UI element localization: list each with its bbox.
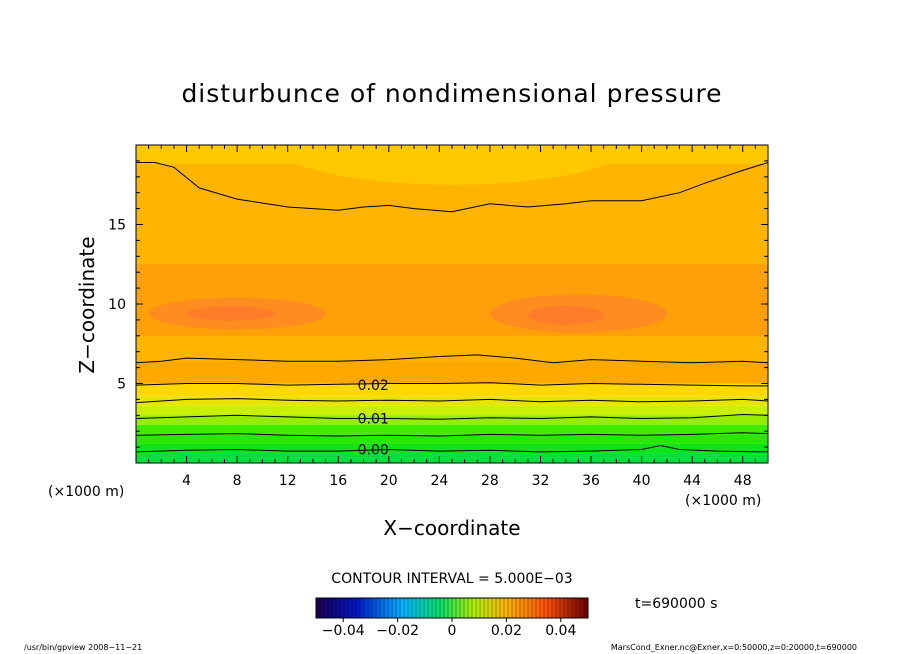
core-left-inner bbox=[186, 306, 276, 321]
contour-label: 0.02 bbox=[358, 378, 389, 394]
contour-line-0.005 bbox=[136, 432, 768, 437]
contour-line-0.01 bbox=[136, 413, 768, 420]
x-tick-label: 28 bbox=[481, 473, 499, 489]
footer-right: MarsCond_Exner.nc@Exner,x=0:50000,z=0:20… bbox=[611, 643, 857, 652]
band-low bbox=[136, 361, 768, 384]
contour-line-outer-top bbox=[136, 162, 768, 213]
y-tick-label: 15 bbox=[108, 218, 126, 234]
x-tick-label: 44 bbox=[683, 473, 701, 489]
band-green-0 bbox=[136, 383, 768, 397]
x-unit-right: (×1000 m) bbox=[685, 493, 761, 509]
x-tick-label: 8 bbox=[233, 473, 242, 489]
colorbar-tick-label: 0 bbox=[448, 623, 457, 639]
contour-line-0.02 bbox=[136, 382, 768, 387]
time-label: t=690000 s bbox=[635, 596, 717, 612]
footer-left: /usr/bin/gpview 2008−11−21 bbox=[24, 643, 142, 652]
colorbar-axis: −0.04 −0.02 0 0.02 0.04 bbox=[322, 618, 576, 639]
x-tick-label: 4 bbox=[182, 473, 191, 489]
chart-title: disturbunce of nondimensional pressure bbox=[181, 79, 722, 108]
core-right-inner bbox=[527, 305, 604, 325]
colorbar-tick-label: −0.02 bbox=[376, 623, 419, 639]
x-axis: 4 8 12 16 20 24 28 32 36 40 44 48 bbox=[148, 145, 756, 489]
contour-interval-label: CONTOUR INTERVAL = 5.000E−03 bbox=[331, 571, 572, 587]
contour-line-0.00 bbox=[136, 444, 768, 453]
band-green-4 bbox=[136, 424, 768, 435]
x-tick-label: 32 bbox=[532, 473, 550, 489]
contour-line-0.015 bbox=[136, 398, 768, 404]
contour-line-outer-low bbox=[136, 354, 768, 364]
y-tick-label: 5 bbox=[117, 377, 126, 393]
y-axis: 5 10 15 bbox=[108, 160, 768, 448]
band-top-bulge bbox=[275, 145, 629, 185]
contour-fill bbox=[136, 145, 768, 463]
y-axis-title: Z−coordinate bbox=[75, 236, 99, 373]
x-tick-label: 24 bbox=[430, 473, 448, 489]
band-green-3 bbox=[136, 415, 768, 425]
contour-label: 0.00 bbox=[358, 442, 389, 458]
colorbar-tick-label: 0.04 bbox=[545, 623, 576, 639]
colorbar-tick-label: 0.02 bbox=[491, 623, 522, 639]
x-tick-label: 40 bbox=[633, 473, 651, 489]
contour-label: 0.01 bbox=[358, 411, 389, 427]
x-tick-label: 20 bbox=[380, 473, 398, 489]
band-green-6 bbox=[136, 443, 768, 454]
colorbar-tick-label: −0.04 bbox=[322, 623, 365, 639]
x-tick-label: 36 bbox=[582, 473, 600, 489]
x-unit-left: (×1000 m) bbox=[48, 484, 124, 500]
band-green-7 bbox=[136, 453, 768, 463]
x-tick-label: 16 bbox=[329, 473, 347, 489]
band-green-2 bbox=[136, 405, 768, 416]
contour-lines bbox=[136, 162, 768, 453]
band-green-5 bbox=[136, 434, 768, 444]
y-tick-label: 10 bbox=[108, 297, 126, 313]
contour-labels: 0.02 0.01 0.00 bbox=[358, 378, 389, 458]
x-axis-title: X−coordinate bbox=[383, 516, 520, 540]
x-tick-label: 48 bbox=[734, 473, 752, 489]
x-tick-label: 12 bbox=[279, 473, 297, 489]
colorbar-fill bbox=[316, 598, 588, 618]
colorbar-stripes bbox=[319, 598, 585, 618]
